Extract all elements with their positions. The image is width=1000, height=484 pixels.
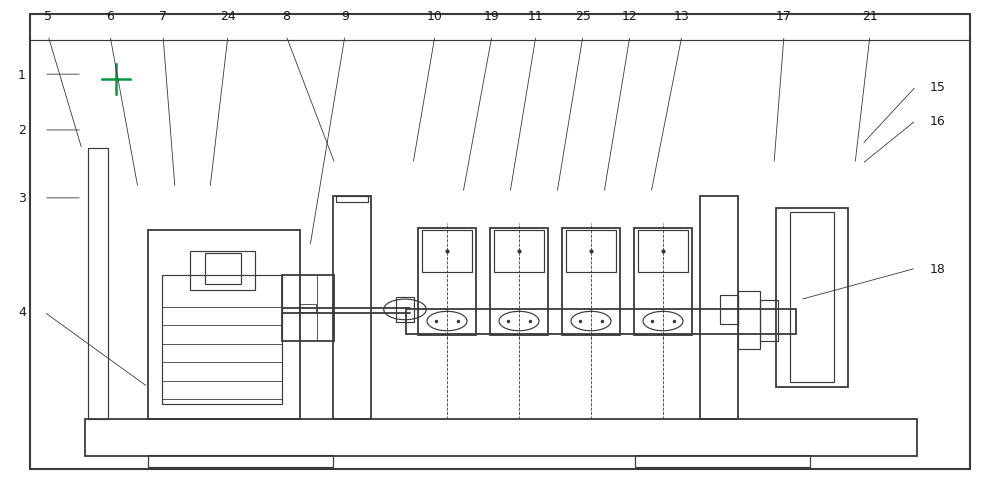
Bar — [760, 300, 778, 341]
Bar — [190, 252, 255, 290]
Text: 6: 6 — [106, 11, 114, 23]
Text: 24: 24 — [220, 11, 236, 23]
Text: 10: 10 — [427, 11, 443, 23]
Text: 7: 7 — [159, 11, 167, 23]
Bar — [205, 253, 241, 285]
Text: 11: 11 — [528, 11, 544, 23]
Text: 2: 2 — [18, 124, 26, 137]
Text: 4: 4 — [18, 306, 26, 318]
Bar — [85, 420, 917, 456]
Bar — [638, 231, 688, 272]
Text: 15: 15 — [930, 81, 946, 93]
Bar — [634, 228, 692, 335]
Bar — [333, 197, 371, 420]
Bar — [635, 455, 810, 467]
Text: 17: 17 — [776, 11, 792, 23]
Text: 9: 9 — [341, 11, 349, 23]
Bar — [700, 197, 738, 420]
Bar — [776, 208, 848, 387]
Bar — [88, 149, 108, 420]
Text: 16: 16 — [930, 115, 946, 127]
Bar — [738, 291, 760, 349]
Bar — [566, 231, 616, 272]
Bar — [336, 197, 368, 202]
Text: 1: 1 — [18, 69, 26, 81]
Bar — [720, 295, 738, 324]
Bar — [422, 231, 472, 272]
Text: 3: 3 — [18, 192, 26, 205]
Bar — [406, 310, 796, 334]
Text: 13: 13 — [674, 11, 690, 23]
Text: 19: 19 — [484, 11, 500, 23]
Text: 21: 21 — [862, 11, 878, 23]
Text: 12: 12 — [622, 11, 638, 23]
Bar — [162, 276, 282, 404]
Bar — [494, 231, 544, 272]
Bar — [418, 228, 476, 335]
Text: 18: 18 — [930, 262, 946, 275]
Bar — [148, 455, 333, 467]
Bar — [300, 305, 316, 313]
Bar — [790, 213, 834, 382]
Bar — [396, 298, 414, 322]
Text: 8: 8 — [282, 11, 290, 23]
Bar — [282, 276, 334, 341]
Bar — [562, 228, 620, 335]
Text: 5: 5 — [44, 11, 52, 23]
Bar — [148, 231, 300, 420]
Text: 25: 25 — [575, 11, 591, 23]
Bar — [490, 228, 548, 335]
